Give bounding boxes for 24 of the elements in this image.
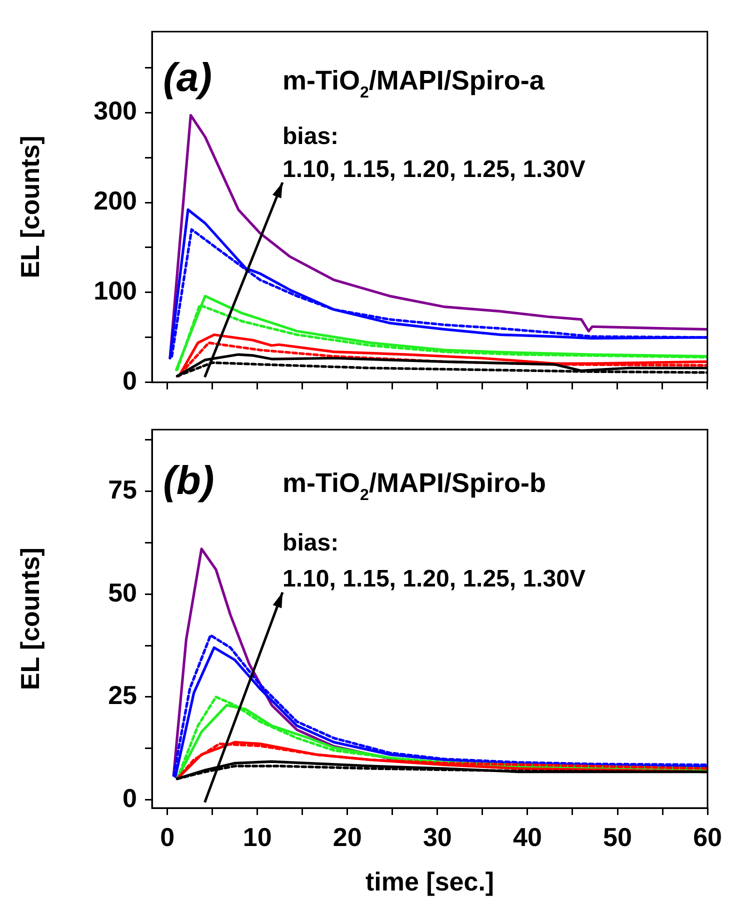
y-tick-label: 75 <box>108 474 137 504</box>
y-tick-label: 100 <box>94 276 137 306</box>
x-tick-label: 0 <box>160 822 175 852</box>
x-tick-label: 30 <box>422 822 452 852</box>
y-tick-label: 0 <box>122 366 137 396</box>
annotation: bias: <box>282 122 339 150</box>
x-tick-label: 50 <box>603 822 632 852</box>
x-tick-label: 60 <box>693 822 722 852</box>
x-tick-label: 10 <box>242 822 272 852</box>
y-tick-label: 50 <box>108 577 137 608</box>
y-tick-label: 300 <box>94 96 137 126</box>
x-tick-label: 40 <box>513 822 542 852</box>
annotation: (b) <box>163 458 214 503</box>
annotation: (a) <box>163 56 212 100</box>
x-tick-label: 20 <box>332 822 362 852</box>
y-axis-title: EL [counts] <box>14 136 45 278</box>
annotation: 1.10, 1.15, 1.20, 1.25, 1.30V <box>282 156 586 184</box>
y-tick-label: 0 <box>122 782 137 813</box>
annotation: bias: <box>282 530 339 557</box>
annotation: 1.10, 1.15, 1.20, 1.25, 1.30V <box>282 566 586 593</box>
y-tick-label: 25 <box>108 680 137 710</box>
y-tick-label: 200 <box>94 186 137 216</box>
y-axis-title: EL [counts] <box>14 548 45 690</box>
x-axis-title: time [sec.] <box>365 866 494 897</box>
